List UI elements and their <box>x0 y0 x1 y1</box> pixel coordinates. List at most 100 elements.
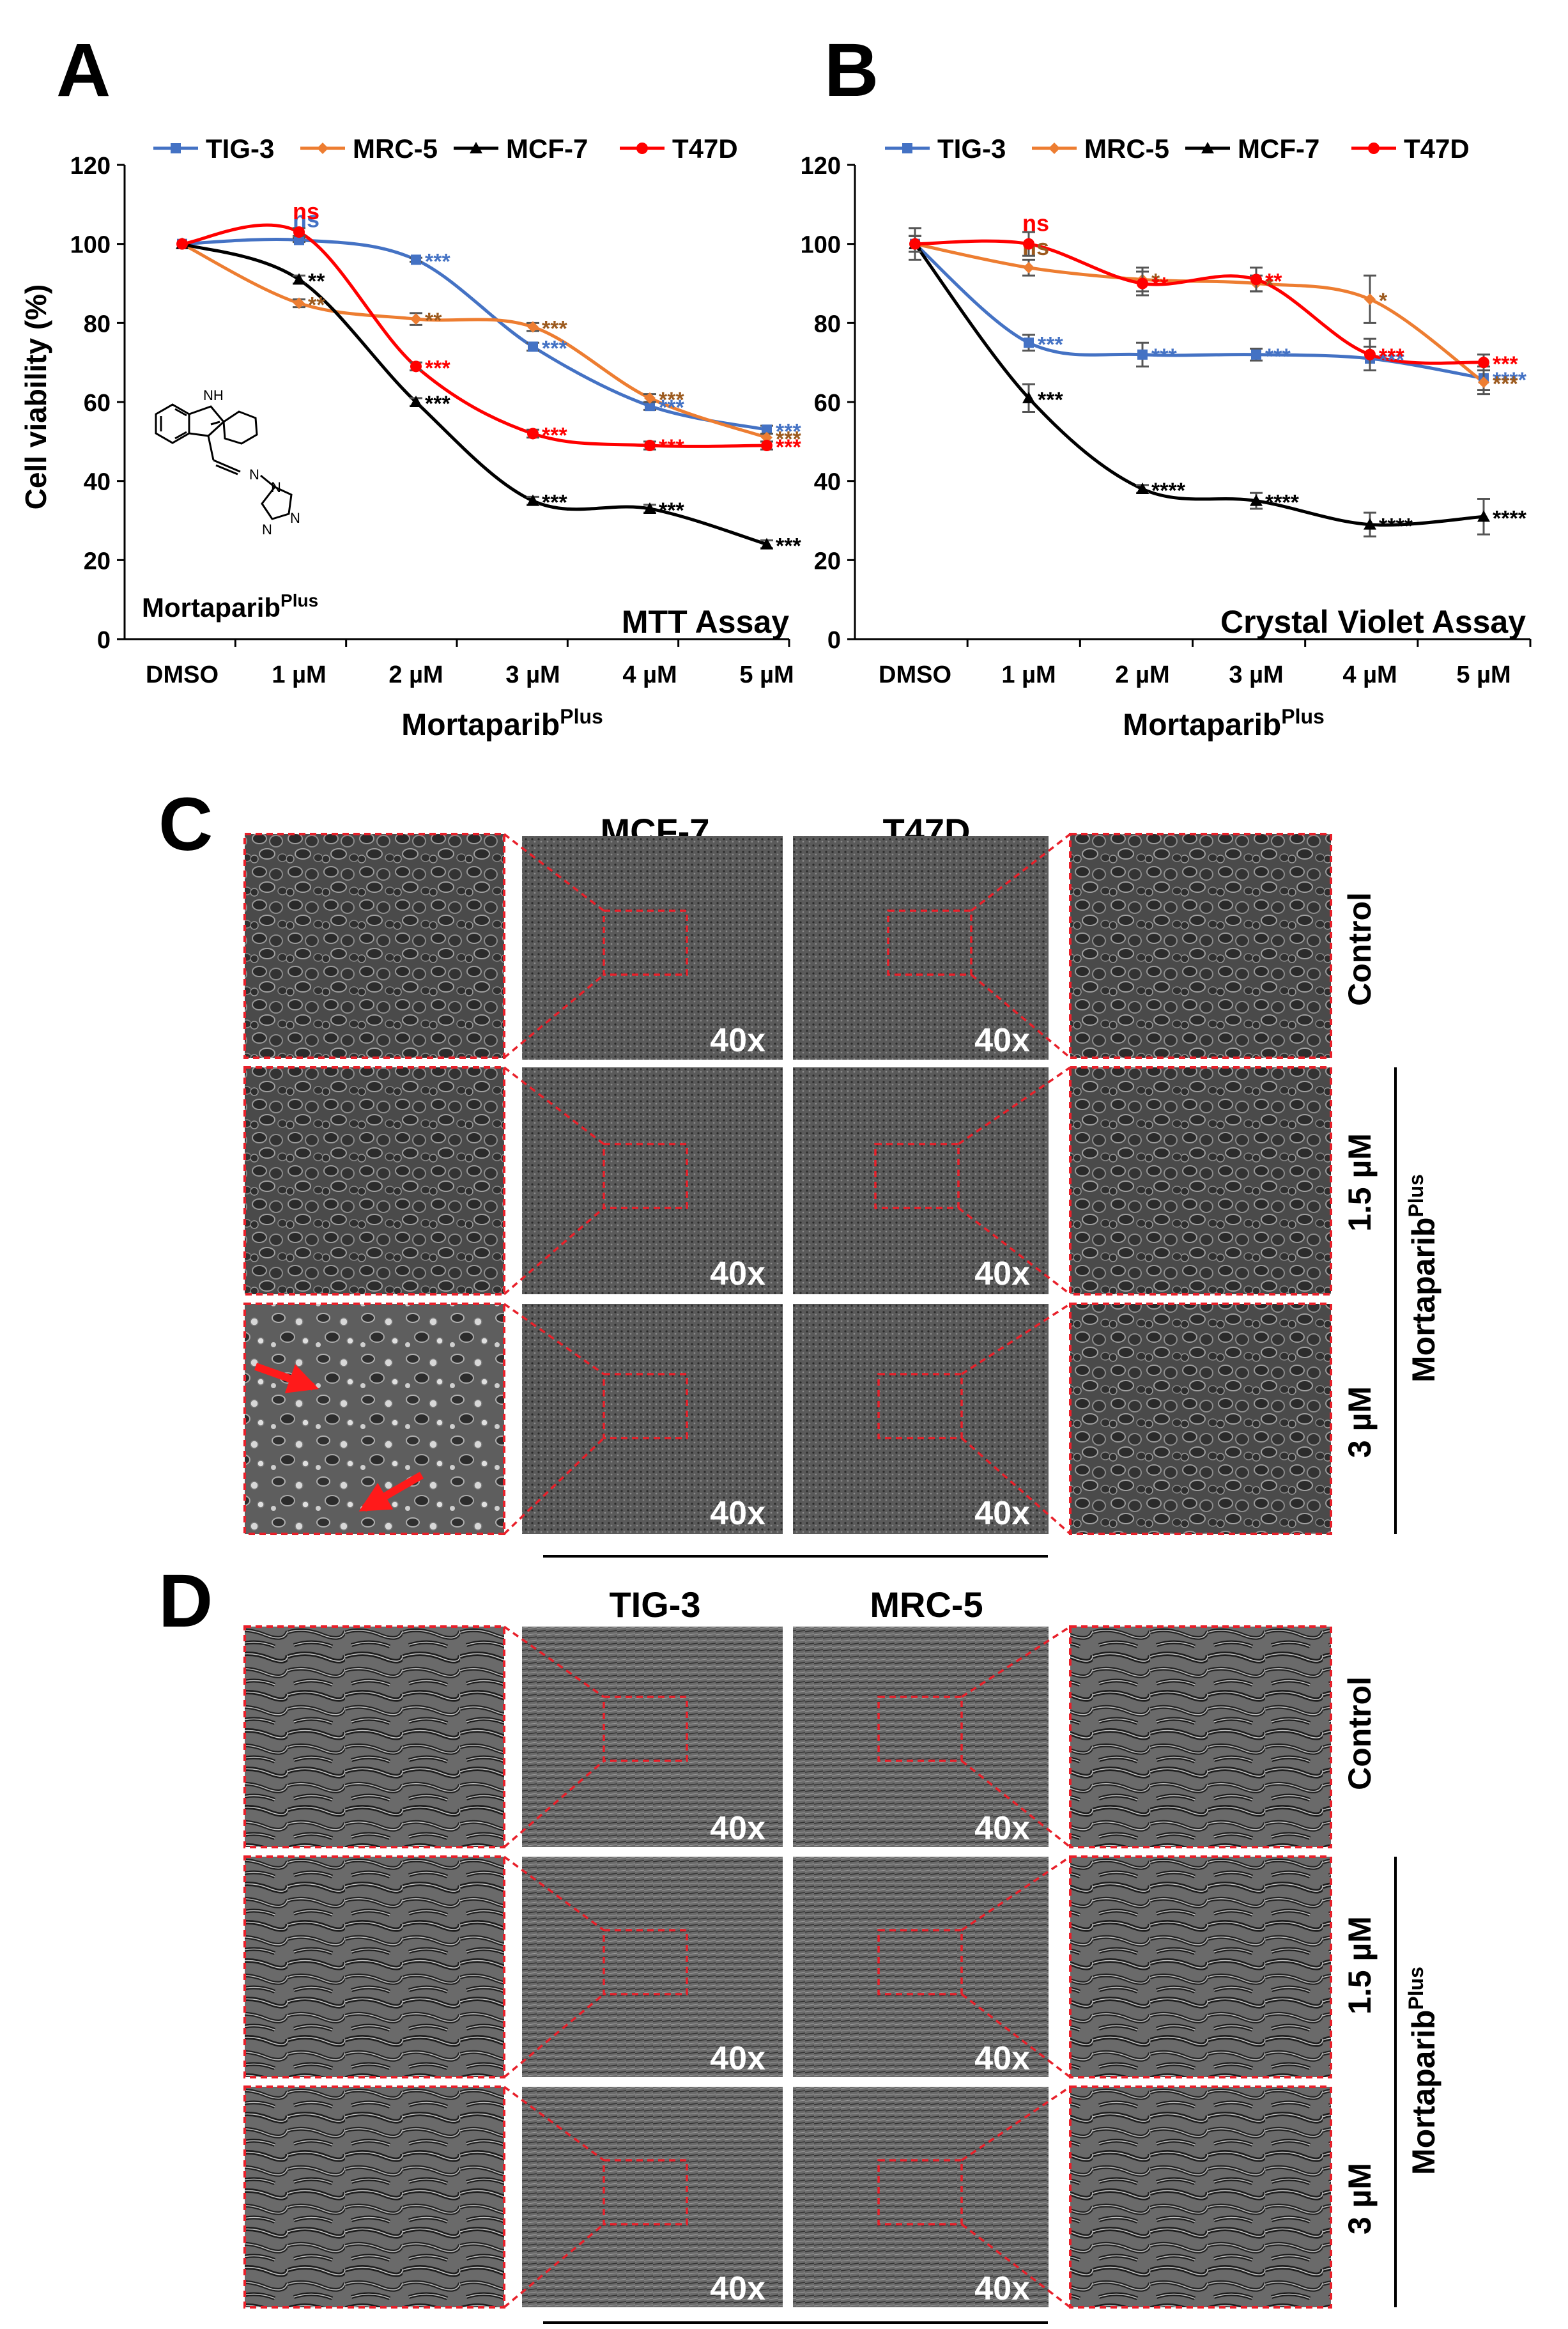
panel-c-micrograph-mcf7-control <box>522 836 783 1060</box>
chart-a-ytick-label-100: 100 <box>70 232 111 259</box>
chart-b-sig-tig-3-4: *** <box>1379 348 1404 373</box>
chart-b-sig-mcf-7-3: **** <box>1265 491 1300 515</box>
chart-a-ytick-label-40: 40 <box>84 469 111 496</box>
chart-b-ytick-label-100: 100 <box>801 232 841 259</box>
chart-b-line-mcf-7 <box>913 243 1484 527</box>
chart-b-sig-mcf-7-2: **** <box>1151 479 1186 503</box>
chart-b-legend-marker-mrc-5 <box>1049 143 1060 154</box>
chart-a-ytick-label-120: 120 <box>70 153 111 180</box>
chart-a-sig-tig-3-4: *** <box>659 396 684 420</box>
chart-a-axes: 0 20 40 60 80 100 120 DMSO 1 µM 2 µM 3 µM 4 µM 5 µM <box>70 153 794 688</box>
chart-b-legend-marker-tig-3 <box>902 143 912 153</box>
chart-a-legend-label-mrc-5: MRC-5 <box>353 134 438 164</box>
chart-b-legend: TIG-3 MRC-5 MCF-7 T47D <box>885 134 1470 164</box>
chart-a-sig-mcf-7-1: ** <box>308 269 325 293</box>
chart-a-inset-label: MortaparibPlus <box>142 591 318 623</box>
panel-label-c: C <box>158 782 213 867</box>
panel-c-mag-1a: 40x <box>710 1022 765 1059</box>
chart-b-sig-t47d-5: *** <box>1493 352 1518 376</box>
chart-a-title: MTT Assay <box>622 604 789 640</box>
panel-c-zoom-mcf7-1p5 <box>243 1066 505 1296</box>
chart-b-point-mrc-5-1 <box>1023 261 1034 274</box>
chart-b-point-tig-3-3 <box>1251 349 1261 360</box>
chart-b-ytick-label-80: 80 <box>814 311 841 337</box>
chart-a-xtick-label-4-m: 4 µM <box>622 662 677 688</box>
chart-a-point-mrc-5-5 <box>761 431 772 444</box>
chart-a-legend-marker-tig-3 <box>171 143 181 153</box>
chart-b-sig-t47d-1: ns <box>1022 210 1049 236</box>
panel-label-a: A <box>56 28 111 112</box>
chart-b-point-mcf-7-4 <box>1364 518 1376 530</box>
chart-b-line-tig-3 <box>914 242 1484 380</box>
panel-c-row-1p5: 1.5 µM <box>1342 1133 1378 1232</box>
panel-d-micrograph-tig3-1p5 <box>522 1857 783 2077</box>
atom-label-n4: N <box>262 522 272 538</box>
panel-c-micrograph-mcf7-1p5 <box>522 1067 783 1294</box>
chart-a-point-tig-3-2 <box>411 254 421 265</box>
chart-a-line-t47d <box>181 223 767 448</box>
panel-c-micrograph-mcf7-3 <box>522 1304 783 1534</box>
panel-c-mag-3a: 40x <box>710 1495 765 1532</box>
chart-b-sig-tig-3-5: **** <box>1493 368 1527 392</box>
chart-b-xlabel: MortaparibPlus <box>1123 705 1325 742</box>
chart-b-axes: 0 20 40 60 80 100 120 DMSO 1 µM 2 µM 3 µM 4 µM 5 µM <box>801 153 1532 688</box>
panel-label-d: D <box>158 1559 213 1643</box>
panel-d-micrograph-mrc5-1p5 <box>793 1857 1049 2077</box>
panel-d-mag-2b: 40x <box>974 2040 1030 2077</box>
chart-b-sig-mrc-5-2: * <box>1151 269 1160 293</box>
chart-b-xtick-label-dmso: DMSO <box>879 662 951 688</box>
panel-c-row-3: 3 µM <box>1342 1386 1378 1458</box>
chart-b-point-mrc-5-4 <box>1364 293 1376 306</box>
chart-b-legend-label-mrc-5: MRC-5 <box>1084 134 1169 164</box>
panel-c-arrow-1 <box>254 1363 319 1393</box>
chart-a-ytick-label-80: 80 <box>84 311 111 337</box>
panel-d-zoom-tig3-1p5 <box>243 1855 505 2078</box>
chart-a-sig-t47d-2: *** <box>425 356 450 380</box>
panel-d-row-3: 3 µM <box>1342 2163 1378 2234</box>
chart-b-sig-mcf-7-4: **** <box>1379 515 1413 539</box>
chart-b-point-mcf-7-1 <box>1022 391 1035 403</box>
chart-b-point-t47d-2 <box>1137 277 1148 290</box>
chart-a-sig-t47d-5: *** <box>776 435 801 460</box>
chart-a-sig-mcf-7-5: *** <box>776 534 801 559</box>
chart-b-ytick-label-60: 60 <box>814 390 841 417</box>
chart-b-ytick-label-0: 0 <box>827 627 841 654</box>
chart-a-sig-tig-3-5: *** <box>776 419 801 444</box>
chart-a-point-mcf-7-4 <box>643 502 656 514</box>
chart-b-sig-tig-3-3: *** <box>1265 344 1291 369</box>
panel-d-micrograph-tig3-3 <box>522 2087 783 2307</box>
chart-a-ytick-label-60: 60 <box>84 390 111 417</box>
chart-a-point-mcf-7-1 <box>293 273 305 285</box>
chart-b-point-t47d-0 <box>909 238 921 250</box>
chart-a-xtick-label-2-m: 2 µM <box>388 662 443 688</box>
chart-b-point-mrc-5-5 <box>1478 376 1489 389</box>
chart-a-legend-marker-mrc-5 <box>317 143 328 154</box>
chart-a-marks: ns**************** ***************** *****… <box>176 198 801 559</box>
chart-a-point-mrc-5-3 <box>527 321 539 333</box>
panel-d-micrograph-mrc5-3 <box>793 2087 1049 2307</box>
chart-a-point-t47d-4 <box>644 440 656 452</box>
panel-d-zoom-mrc5-1p5 <box>1069 1855 1332 2078</box>
panel-c-mag-2a: 40x <box>710 1255 765 1292</box>
atom-label-n2: N <box>271 479 281 495</box>
chart-b-point-tig-3-1 <box>1024 337 1034 348</box>
panel-c-micrograph-t47d-control <box>793 836 1049 1060</box>
chart-a-sig-tig-3-3: *** <box>542 336 567 360</box>
chart-a-sig-mcf-7-4: *** <box>659 499 684 523</box>
chart-a-ytick-label-20: 20 <box>84 548 111 575</box>
chart-a-legend: TIG-3 MRC-5 MCF-7 T47D <box>153 134 738 164</box>
chart-b-point-t47d-1 <box>1023 238 1034 250</box>
chart-b-line-mrc-5 <box>914 242 1485 384</box>
chart-a-point-mcf-7-2 <box>410 396 422 407</box>
chart-b-point-t47d-5 <box>1478 357 1489 369</box>
chemical-structure-atoms: NH N N N N <box>203 387 300 538</box>
panel-d-zoom-mrc5-3 <box>1069 2085 1332 2309</box>
chart-a-line-mcf-7 <box>181 242 767 546</box>
chart-b-point-t47d-4 <box>1364 348 1376 360</box>
chart-b-ytick-label-40: 40 <box>814 469 841 496</box>
chart-a-xlabel: MortaparibPlus <box>401 705 603 742</box>
panel-d-zoom-indicators <box>503 1625 1072 2309</box>
chart-b-sig-t47d-4: *** <box>1379 344 1404 369</box>
chart-a-xtick-label-3-m: 3 µM <box>505 662 560 688</box>
